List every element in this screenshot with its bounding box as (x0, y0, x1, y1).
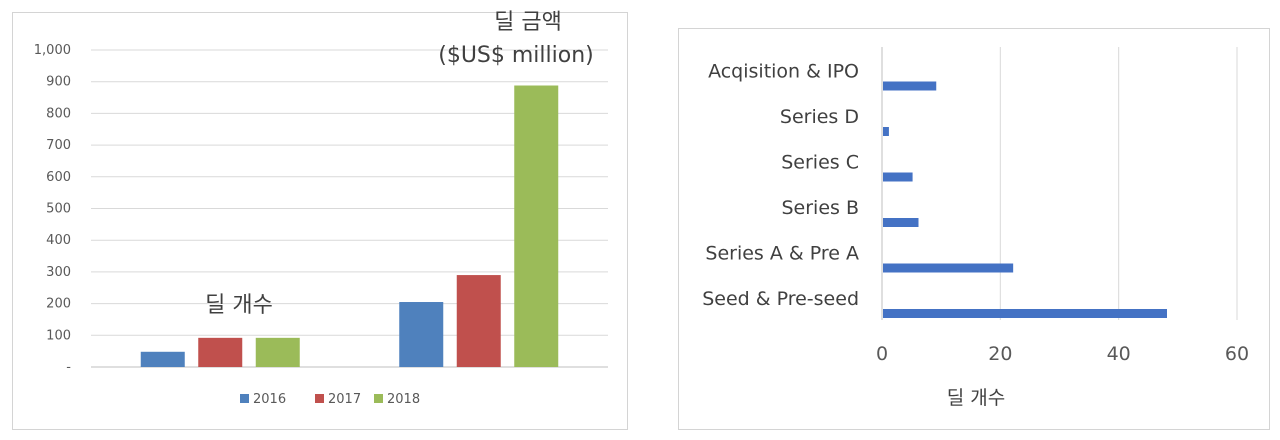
legend-swatch-2017 (315, 394, 324, 403)
x-tick-label: 0 (876, 343, 888, 365)
legend-swatch-2016 (240, 394, 249, 403)
bar-2016-0 (140, 351, 185, 367)
bar-0 (883, 309, 1167, 318)
category-label: Series C (781, 152, 859, 174)
x-tick-label: 40 (1107, 343, 1131, 365)
bar-2 (883, 218, 919, 227)
y-tick-label: 800 (46, 106, 71, 121)
annotation-deal-amount-line2: ($US$ million) (438, 43, 594, 68)
y-tick-label: 100 (46, 328, 71, 343)
bar-5 (883, 81, 937, 91)
annotation-deal-amount-line1: 딜 금액 (494, 10, 562, 35)
grouped-bar-chart: - 100 200 300 400 500 600 700 800 900 1,000 2016 201… (34, 10, 608, 407)
category-label: Acqisition & IPO (708, 61, 859, 83)
legend-label-2018: 2018 (387, 392, 420, 407)
bar-2016-1 (399, 302, 444, 367)
legend-label-2017: 2017 (328, 392, 361, 407)
left-chart-panel: - 100 200 300 400 500 600 700 800 900 1,000 2016 201… (12, 10, 628, 430)
category-label: Seed & Pre-seed (702, 288, 859, 310)
y-tick-label: - (66, 360, 71, 375)
bar-4 (883, 127, 889, 136)
legend-swatch-2018 (374, 394, 383, 403)
bar-2018-1 (514, 85, 559, 367)
y-tick-label: 600 (46, 170, 71, 185)
category-label: Series D (780, 106, 859, 128)
bar-2017-0 (198, 337, 243, 367)
y-tick-label: 900 (46, 75, 71, 90)
x-axis-title: 딜 개수 (947, 387, 1005, 409)
legend-label-2016: 2016 (253, 392, 286, 407)
bar-3 (883, 172, 913, 182)
y-tick-label: 700 (46, 138, 71, 153)
horizontal-bar-chart: 0 20 40 60 Seed & Pre-seed Series A & Pre A Se… (702, 47, 1249, 409)
right-chart-panel: 0 20 40 60 Seed & Pre-seed Series A & Pre A Se… (678, 28, 1270, 430)
category-label: Series B (781, 197, 859, 219)
x-tick-label: 20 (988, 343, 1012, 365)
bar-2018-0 (255, 337, 300, 367)
y-tick-label: 200 (46, 297, 71, 312)
y-tick-label: 1,000 (34, 43, 71, 58)
bar-2017-1 (456, 275, 501, 367)
y-tick-label: 300 (46, 265, 71, 280)
y-tick-label: 400 (46, 233, 71, 248)
annotation-deal-count: 딜 개수 (205, 293, 273, 318)
category-label: Series A & Pre A (705, 243, 859, 265)
bar-1 (883, 263, 1014, 273)
y-tick-label: 500 (46, 202, 71, 217)
x-tick-label: 60 (1225, 343, 1249, 365)
